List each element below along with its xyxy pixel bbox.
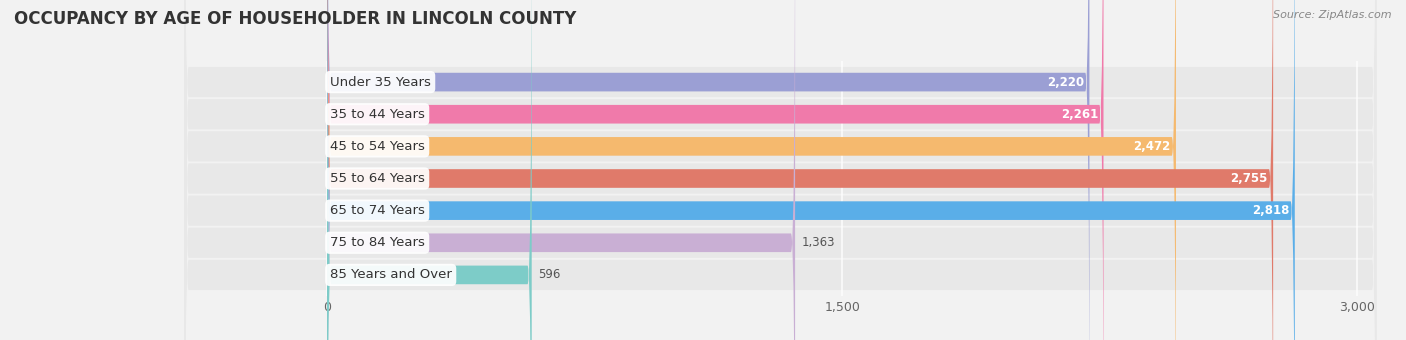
FancyBboxPatch shape xyxy=(184,0,1376,340)
Text: Under 35 Years: Under 35 Years xyxy=(330,75,430,89)
FancyBboxPatch shape xyxy=(184,0,1376,340)
FancyBboxPatch shape xyxy=(184,0,1376,340)
Text: 45 to 54 Years: 45 to 54 Years xyxy=(330,140,425,153)
Text: 1,363: 1,363 xyxy=(801,236,835,249)
Text: 85 Years and Over: 85 Years and Over xyxy=(330,268,451,282)
Text: 2,220: 2,220 xyxy=(1047,75,1084,89)
FancyBboxPatch shape xyxy=(184,0,1376,340)
Text: Source: ZipAtlas.com: Source: ZipAtlas.com xyxy=(1274,10,1392,20)
FancyBboxPatch shape xyxy=(184,0,1376,340)
FancyBboxPatch shape xyxy=(328,0,1104,340)
Text: 2,261: 2,261 xyxy=(1062,108,1098,121)
FancyBboxPatch shape xyxy=(328,0,531,340)
Text: 55 to 64 Years: 55 to 64 Years xyxy=(330,172,425,185)
Text: 65 to 74 Years: 65 to 74 Years xyxy=(330,204,425,217)
Text: 2,472: 2,472 xyxy=(1133,140,1171,153)
FancyBboxPatch shape xyxy=(328,0,1090,340)
FancyBboxPatch shape xyxy=(328,0,796,340)
Text: 2,755: 2,755 xyxy=(1230,172,1268,185)
FancyBboxPatch shape xyxy=(184,0,1376,340)
FancyBboxPatch shape xyxy=(328,0,1295,340)
FancyBboxPatch shape xyxy=(184,0,1376,340)
FancyBboxPatch shape xyxy=(328,0,1175,340)
Text: 75 to 84 Years: 75 to 84 Years xyxy=(330,236,425,249)
Text: 35 to 44 Years: 35 to 44 Years xyxy=(330,108,425,121)
FancyBboxPatch shape xyxy=(328,0,1274,340)
Text: 596: 596 xyxy=(538,268,561,282)
Text: 2,818: 2,818 xyxy=(1253,204,1289,217)
Text: OCCUPANCY BY AGE OF HOUSEHOLDER IN LINCOLN COUNTY: OCCUPANCY BY AGE OF HOUSEHOLDER IN LINCO… xyxy=(14,10,576,28)
